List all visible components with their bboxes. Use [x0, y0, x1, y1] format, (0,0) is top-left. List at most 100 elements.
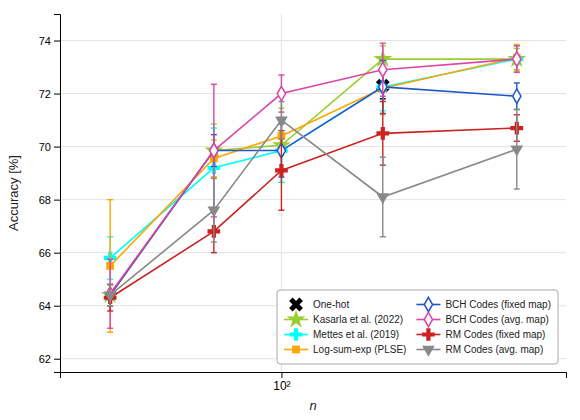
y-tick-label: 66	[39, 247, 51, 259]
error-bar-cap	[278, 74, 284, 75]
legend-label: RM Codes (fixed map)	[445, 329, 545, 340]
legend-label: One-hot	[313, 299, 349, 310]
x-axis-title: n	[309, 398, 316, 413]
point	[379, 62, 387, 76]
x-axis-line	[61, 373, 567, 379]
marks	[101, 43, 526, 332]
error-bar-cap	[107, 305, 113, 306]
y-tick-label: 74	[39, 35, 51, 47]
error-bar-cap	[514, 45, 520, 46]
point	[376, 193, 389, 204]
y-axis-line	[54, 15, 61, 373]
error-bar-cap	[107, 305, 113, 306]
error-bar-cap	[380, 96, 386, 97]
error-bar-cap	[380, 101, 386, 102]
legend-items: One-hot Kasarla et al. (2022) Mettes et al…	[284, 294, 551, 357]
legend-item: BCH Codes (avg. map)	[416, 312, 548, 326]
point	[277, 86, 285, 100]
series-line	[110, 128, 517, 298]
plot: 10² 62 64 66 68 70 72 74 n Accuracy [%] One-hot Kas…	[6, 14, 567, 413]
grid-line-y	[60, 252, 566, 253]
point	[208, 207, 221, 218]
y-tick-label: 62	[39, 353, 51, 365]
y-tick-label: 70	[39, 141, 51, 153]
legend-label: Log-sum-exp (PLSE)	[313, 344, 406, 355]
error-bar-cap	[514, 109, 520, 110]
series-line	[110, 120, 517, 295]
legend-marker	[422, 328, 435, 341]
point	[210, 143, 218, 157]
error-bar-cap	[514, 82, 520, 83]
x-axis: 10²	[61, 372, 567, 393]
error-bar	[107, 200, 113, 333]
y-tick: 74	[39, 35, 60, 47]
error-bar-cap	[107, 199, 113, 200]
grid	[60, 14, 566, 372]
series	[106, 43, 521, 328]
error-bar-cap	[514, 72, 520, 73]
series	[104, 102, 523, 306]
legend-label: Mettes et al. (2019)	[313, 329, 399, 340]
point	[513, 52, 521, 66]
point	[376, 127, 389, 140]
y-tick: 70	[39, 141, 60, 153]
legend: One-hot Kasarla et al. (2022) Mettes et al…	[277, 290, 558, 364]
legend-marker	[290, 328, 303, 341]
error-bar-cap	[211, 84, 217, 85]
y-tick: 64	[39, 300, 60, 312]
legend-item: Kasarla et al. (2022)	[284, 310, 403, 328]
y-tick: 72	[39, 88, 60, 100]
legend-label: BCH Codes (fixed map)	[445, 299, 551, 310]
legend-item: Log-sum-exp (PLSE)	[284, 344, 406, 355]
x-tick: 10²	[273, 372, 290, 393]
error-bar-cap	[514, 188, 520, 189]
y-axis-title: Accuracy [%]	[6, 155, 21, 231]
legend-item: BCH Codes (fixed map)	[416, 297, 551, 311]
error-bar-cap	[211, 252, 217, 253]
error-bar-stem	[109, 200, 110, 333]
point	[510, 146, 523, 157]
error-bar-cap	[278, 138, 284, 139]
legend-item: One-hot	[286, 294, 350, 315]
y-tick-label: 64	[39, 300, 51, 312]
point	[275, 164, 288, 177]
y-tick-mark	[54, 253, 60, 254]
legend-marker	[424, 312, 432, 326]
y-tick-label: 72	[39, 88, 51, 100]
error-bar-cap	[107, 310, 113, 311]
legend-label: Kasarla et al. (2022)	[313, 314, 403, 325]
error-bar-cap	[107, 284, 113, 285]
point	[513, 89, 521, 103]
legend-marker	[422, 346, 435, 357]
point	[104, 291, 117, 302]
y-tick-label: 68	[39, 194, 51, 206]
error-bar-cap	[278, 210, 284, 211]
point	[275, 116, 288, 127]
legend-item: RM Codes (avg. map)	[416, 344, 543, 357]
point	[510, 53, 523, 66]
error-bar-cap	[278, 101, 284, 102]
error-bar-cap	[514, 45, 520, 46]
y-tick-mark	[54, 147, 60, 148]
error-bar-cap	[514, 72, 520, 73]
grid-line-y	[60, 40, 566, 41]
legend-item: RM Codes (fixed map)	[416, 328, 545, 341]
legend-item: Mettes et al. (2019)	[284, 328, 399, 341]
series	[101, 46, 526, 306]
legend-label: RM Codes (avg. map)	[445, 344, 543, 355]
y-tick: 66	[39, 247, 60, 259]
series	[106, 60, 521, 305]
point	[507, 49, 526, 67]
point	[104, 291, 117, 304]
error-bar-cap	[107, 305, 113, 306]
y-tick-mark	[54, 94, 60, 95]
error-bar-cap	[211, 178, 217, 179]
error-bar-cap	[107, 328, 113, 329]
series	[104, 102, 523, 311]
grid-line-y	[60, 199, 566, 200]
error-bar-cap	[107, 284, 113, 285]
y-tick: 68	[39, 194, 60, 206]
y-tick-mark	[54, 200, 60, 201]
error-bar-cap	[380, 236, 386, 237]
series	[106, 44, 520, 332]
